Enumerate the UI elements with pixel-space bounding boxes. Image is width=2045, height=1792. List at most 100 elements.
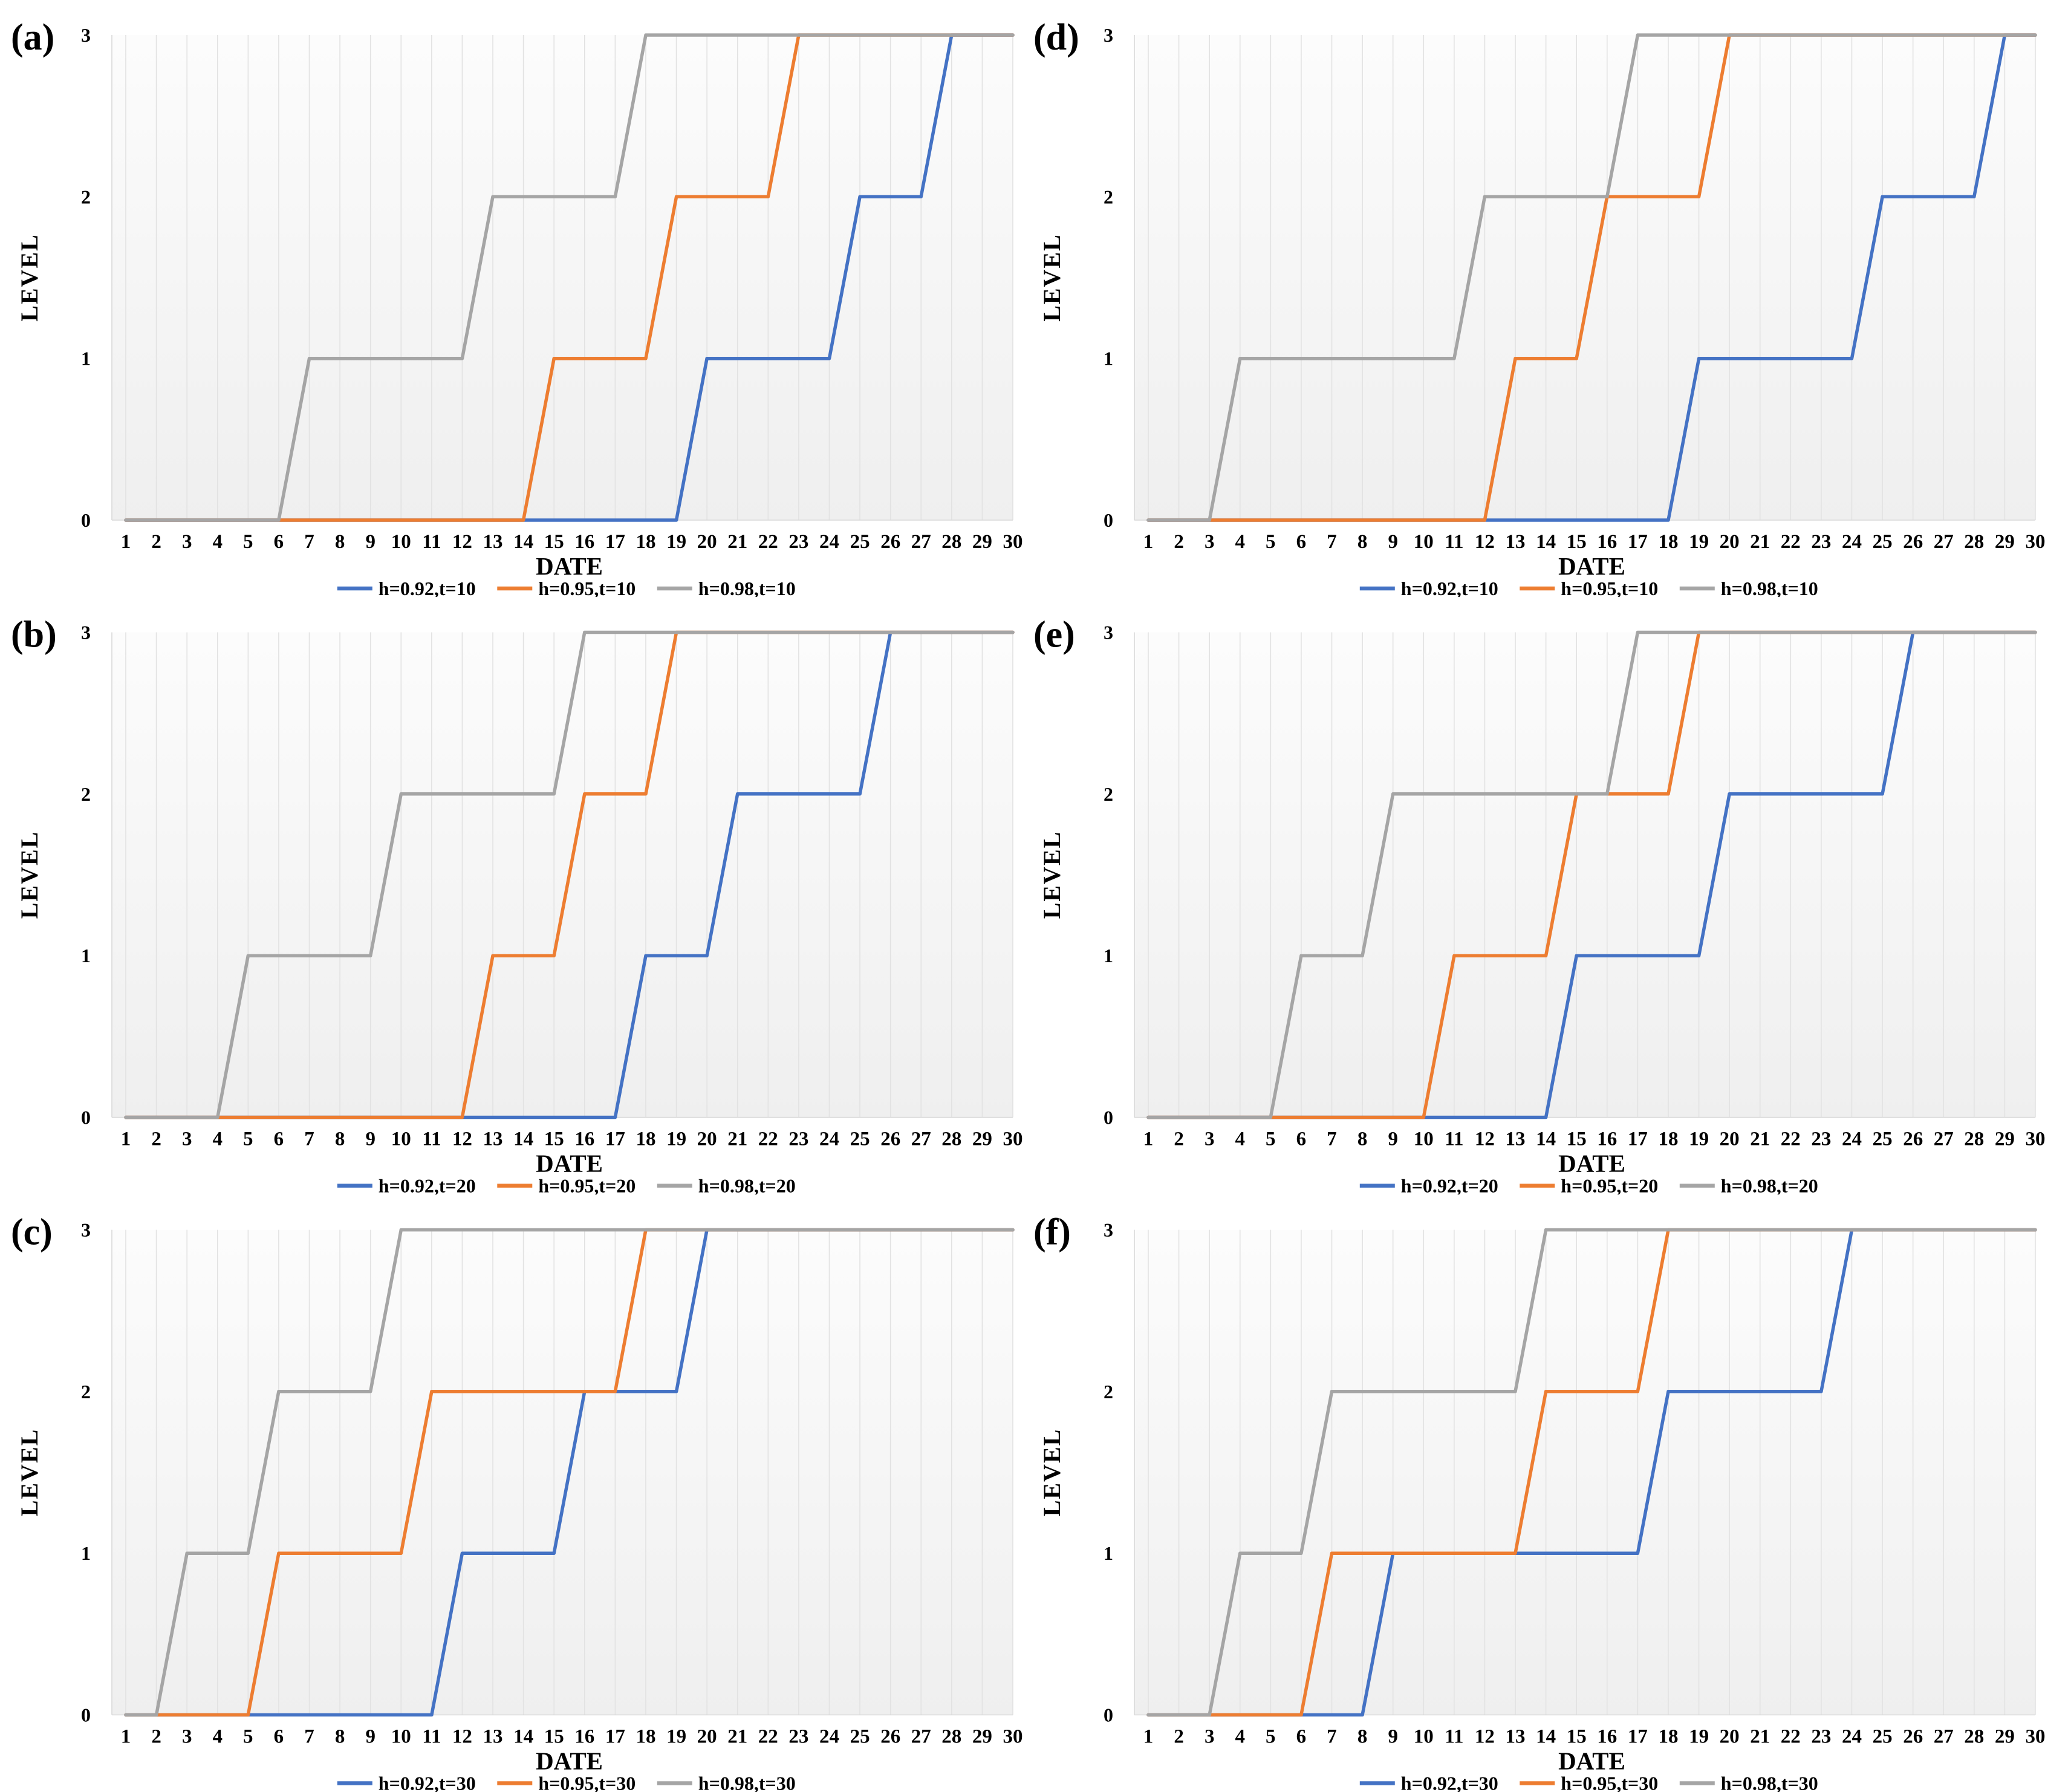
x-tick-label: 20 xyxy=(1720,531,1740,553)
y-axis-title: LEVEL xyxy=(1038,831,1065,919)
x-tick-label: 7 xyxy=(304,531,314,553)
x-tick-label: 23 xyxy=(1811,1726,1831,1748)
plot-area xyxy=(112,35,1013,520)
x-tick-label: 6 xyxy=(1296,1129,1307,1150)
plot-area xyxy=(112,1230,1013,1715)
legend-item: h=0.98,t=20 xyxy=(657,1175,796,1194)
x-tick-label: 12 xyxy=(1475,531,1495,553)
x-tick-label: 13 xyxy=(1506,1726,1526,1748)
legend-label: h=0.98,t=10 xyxy=(1721,578,1818,597)
x-tick-label: 7 xyxy=(304,1726,314,1748)
plot-area xyxy=(1134,35,2035,520)
x-tick-label: 3 xyxy=(1205,1726,1215,1748)
legend-label: h=0.92,t=20 xyxy=(379,1175,476,1195)
y-tick-label: 0 xyxy=(81,509,91,531)
series-line-1 xyxy=(124,1228,1015,1717)
series-line-1 xyxy=(124,630,1015,1119)
legend-label: h=0.92,t=30 xyxy=(379,1773,476,1792)
x-tick-label: 1 xyxy=(1143,1726,1154,1748)
x-tick-label: 24 xyxy=(1842,531,1862,553)
series-line-2 xyxy=(1146,630,2037,1119)
legend-item: h=0.98,t=30 xyxy=(1679,1773,1818,1792)
x-axis-title: DATE xyxy=(536,552,603,580)
y-tick-label: 2 xyxy=(1104,1381,1113,1403)
y-tick-labels: 0 1 2 3 xyxy=(1104,24,1113,531)
y-tick-label: 3 xyxy=(81,24,91,46)
panel-label: (c) xyxy=(11,1212,53,1253)
x-tick-labels: 1 2 3 4 5 6 7 8 9 10 11 12 13 14 15 16 17 18 19 20 21 22 23 24 2… xyxy=(121,1129,1022,1150)
y-tick-labels: 0 1 2 3 xyxy=(81,1219,91,1726)
x-tick-label: 3 xyxy=(1205,1129,1215,1150)
plot-area xyxy=(1134,1230,2035,1715)
x-tick-label: 12 xyxy=(1475,1129,1495,1150)
legend-label: h=0.98,t=20 xyxy=(1721,1175,1818,1195)
x-tick-label: 19 xyxy=(666,1726,686,1748)
y-tick-label: 0 xyxy=(1104,1107,1113,1129)
x-tick-label: 28 xyxy=(941,531,961,553)
x-tick-label: 20 xyxy=(697,1129,717,1150)
legend-item: h=0.95,t=30 xyxy=(497,1773,636,1792)
x-tick-label: 9 xyxy=(365,531,376,553)
x-tick-label: 28 xyxy=(941,1129,961,1150)
x-tick-label: 27 xyxy=(1934,1129,1954,1150)
x-tick-label: 23 xyxy=(1811,531,1831,553)
x-tick-label: 3 xyxy=(1205,531,1215,553)
legend-label: h=0.92,t=20 xyxy=(1401,1175,1498,1195)
x-tick-label: 17 xyxy=(605,531,625,553)
x-tick-label: 18 xyxy=(636,1129,656,1150)
x-tick-label: 16 xyxy=(1597,1129,1617,1150)
x-tick-label: 27 xyxy=(911,1726,931,1748)
x-tick-label: 9 xyxy=(1388,1129,1398,1150)
x-tick-label: 1 xyxy=(1143,531,1154,553)
legend-label: h=0.92,t=10 xyxy=(379,578,476,597)
legend-label: h=0.98,t=30 xyxy=(698,1773,796,1792)
series-line-1 xyxy=(1146,33,2037,522)
x-axis-title: DATE xyxy=(1558,1747,1625,1775)
x-tick-label: 17 xyxy=(605,1129,625,1150)
x-tick-label: 6 xyxy=(274,1726,284,1748)
x-tick-label: 9 xyxy=(1388,1726,1398,1748)
x-tick-label: 28 xyxy=(1964,1129,1984,1150)
x-tick-label: 13 xyxy=(483,1726,503,1748)
x-tick-label: 16 xyxy=(574,1129,594,1150)
y-tick-label: 1 xyxy=(1104,348,1113,370)
legend-label: h=0.95,t=10 xyxy=(538,578,636,597)
x-tick-label: 24 xyxy=(1842,1726,1862,1748)
x-tick-label: 29 xyxy=(1995,1726,2015,1748)
x-tick-label: 2 xyxy=(151,531,161,553)
y-axis-title: LEVEL xyxy=(16,233,43,322)
x-tick-label: 13 xyxy=(483,1129,503,1150)
legend: h=0.92,t=30 h=0.95,t=30 h=0.98,t=30 xyxy=(337,1773,796,1792)
x-tick-label: 4 xyxy=(1235,1726,1246,1748)
x-tick-label: 16 xyxy=(574,1726,594,1748)
x-tick-label: 24 xyxy=(819,531,839,553)
legend-item: h=0.98,t=10 xyxy=(657,578,796,597)
x-tick-label: 23 xyxy=(788,531,808,553)
legend-label: h=0.92,t=30 xyxy=(1401,1773,1498,1792)
y-tick-label: 0 xyxy=(1104,509,1113,531)
x-tick-label: 8 xyxy=(335,531,345,553)
x-tick-label: 8 xyxy=(1357,1129,1368,1150)
series-line-0 xyxy=(1146,1228,2037,1717)
gridlines xyxy=(1148,632,2036,1118)
x-tick-label: 10 xyxy=(391,1129,411,1150)
x-tick-label: 20 xyxy=(697,1726,717,1748)
x-tick-label: 15 xyxy=(1567,1129,1587,1150)
x-tick-label: 20 xyxy=(1720,1726,1740,1748)
x-tick-label: 17 xyxy=(1628,1726,1648,1748)
x-tick-label: 17 xyxy=(1628,1129,1648,1150)
x-tick-label: 2 xyxy=(1174,1129,1184,1150)
y-tick-label: 3 xyxy=(1104,622,1113,643)
panel-label: (f) xyxy=(1033,1212,1071,1253)
y-axis-title: LEVEL xyxy=(16,831,43,919)
x-tick-label: 22 xyxy=(1781,1726,1801,1748)
legend-label: h=0.95,t=20 xyxy=(538,1175,636,1195)
x-tick-label: 5 xyxy=(1266,1726,1276,1748)
x-tick-label: 21 xyxy=(727,1129,747,1150)
x-tick-label: 22 xyxy=(1781,531,1801,553)
x-tick-label: 29 xyxy=(972,1129,992,1150)
y-tick-label: 1 xyxy=(1104,945,1113,966)
series-line-0 xyxy=(1146,630,2037,1119)
series-line-1 xyxy=(1146,630,2037,1119)
y-tick-label: 3 xyxy=(1104,24,1113,46)
